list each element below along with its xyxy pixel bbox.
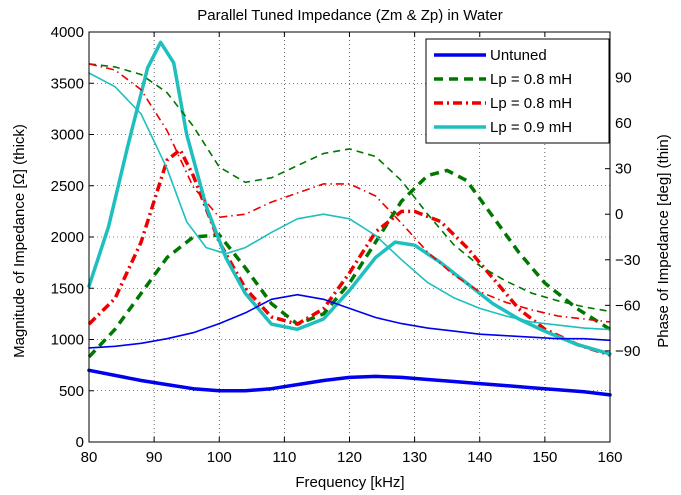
y-right-tick-label: −30 xyxy=(615,252,640,269)
series-line-2-left-thick xyxy=(87,168,611,359)
x-tick-label: 160 xyxy=(597,449,622,466)
y-right-tick-label: 30 xyxy=(615,161,632,178)
y-right-axis-title: Phase of Impedance [deg] (thin) xyxy=(655,134,672,347)
y-right-tick-label: 90 xyxy=(615,70,632,87)
x-tick-label: 150 xyxy=(532,449,557,466)
x-axis-title: Frequency [kHz] xyxy=(295,474,404,491)
series-lines xyxy=(87,40,612,397)
y-right-tick-label: 60 xyxy=(615,115,632,132)
y-left-axis-title: Magnitude of Impedance [Ω] (thick) xyxy=(11,124,28,358)
x-tick-label: 140 xyxy=(467,449,492,466)
y-left-tick-label: 4000 xyxy=(51,24,84,41)
y-left-tick-label: 3500 xyxy=(51,75,84,92)
x-tick-label: 80 xyxy=(81,449,98,466)
y-left-tick-label: 0 xyxy=(76,434,84,451)
y-left-tick-label: 1000 xyxy=(51,332,84,349)
axis-ticks: 80 90 100 110 120 130 140 150 160 0 500 1000 1500 200… xyxy=(51,24,641,466)
x-tick-label: 120 xyxy=(337,449,362,466)
x-tick-label: 110 xyxy=(272,449,296,466)
legend-label: Lp = 0.8 mH xyxy=(490,71,572,88)
series-line-4-left-thick xyxy=(87,148,611,357)
legend-label: Lp = 0.8 mH xyxy=(490,95,572,112)
x-tick-label: 100 xyxy=(207,449,232,466)
x-tick-label: 90 xyxy=(146,449,163,466)
y-right-tick-label: −90 xyxy=(615,343,640,360)
y-left-tick-label: 2000 xyxy=(51,229,84,246)
series-line-3-right-thin xyxy=(88,63,611,313)
series-line-5-right-thin xyxy=(88,63,611,323)
y-left-tick-label: 500 xyxy=(59,383,84,400)
legend-label: Lp = 0.9 mH xyxy=(490,119,572,136)
y-right-tick-label: −60 xyxy=(615,297,640,314)
y-left-tick-label: 2500 xyxy=(51,178,84,195)
chart-title: Parallel Tuned Impedance (Zm & Zp) in Wa… xyxy=(197,7,502,24)
legend: Untuned Lp = 0.8 mH Lp = 0.8 mH Lp = 0.9 mH xyxy=(425,38,610,144)
series-line-1-right-thin xyxy=(88,293,611,349)
legend-label: Untuned xyxy=(490,47,547,64)
y-right-tick-label: 0 xyxy=(615,206,623,223)
series-line-6-left-thick xyxy=(87,40,612,356)
x-tick-label: 130 xyxy=(402,449,427,466)
series-line-0-left-thick xyxy=(87,368,612,397)
y-left-tick-label: 1500 xyxy=(51,280,84,297)
series-line-7-right-thin xyxy=(88,72,611,331)
y-left-tick-label: 3000 xyxy=(51,127,84,144)
